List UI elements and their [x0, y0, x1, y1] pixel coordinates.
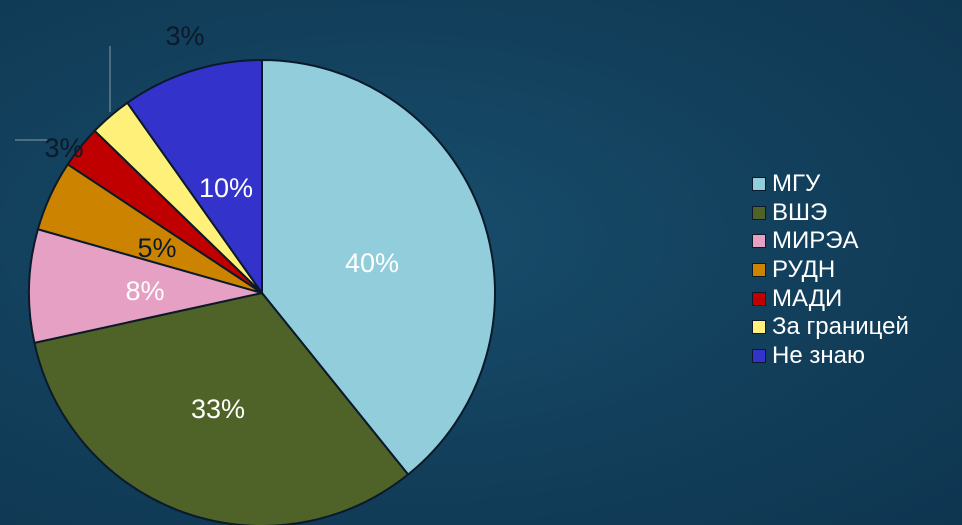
legend-label: Не знаю [772, 341, 865, 369]
legend-item: ВШЭ [752, 199, 909, 228]
legend-swatch [752, 234, 766, 249]
legend-swatch [752, 263, 766, 278]
pie-slice-7 [125, 58, 263, 297]
data-label-7: 10% [199, 173, 253, 203]
data-label-2: 33% [191, 394, 245, 424]
legend-label: МИРЭА [772, 227, 859, 255]
data-labels: 40% 33% 8% 5% 3% 3% 10% [44, 21, 399, 424]
data-label-6: 3% [165, 21, 204, 51]
leader-lines [15, 46, 111, 141]
legend-swatch [752, 320, 766, 335]
legend-label: За границей [772, 313, 909, 341]
legend-swatch [752, 291, 766, 306]
pie-slice-1 [261, 58, 496, 476]
legend-item: РУДН [752, 256, 909, 285]
legend-swatch [752, 205, 766, 220]
legend-label: РУДН [772, 256, 836, 284]
legend-item: Не знаю [752, 342, 909, 371]
legend-item: МАДИ [752, 284, 909, 313]
legend-label: МАДИ [772, 284, 843, 312]
pie-slice-2 [33, 291, 410, 525]
data-label-5: 3% [44, 133, 83, 163]
legend-swatch [752, 348, 766, 363]
legend-item: МИРЭА [752, 227, 909, 256]
legend: МГУ ВШЭ МИРЭА РУДН МАДИ За границей Не знаю [752, 170, 909, 370]
legend-item: МГУ [752, 170, 909, 199]
legend-label: МГУ [772, 170, 821, 198]
legend-label: ВШЭ [772, 198, 828, 226]
pie-slices [28, 58, 496, 525]
data-label-3: 8% [125, 276, 164, 306]
legend-swatch [752, 177, 766, 192]
legend-item: За границей [752, 313, 909, 342]
pie-slice-3 [28, 228, 263, 345]
data-label-1: 40% [345, 248, 399, 278]
data-label-4: 5% [137, 233, 176, 263]
